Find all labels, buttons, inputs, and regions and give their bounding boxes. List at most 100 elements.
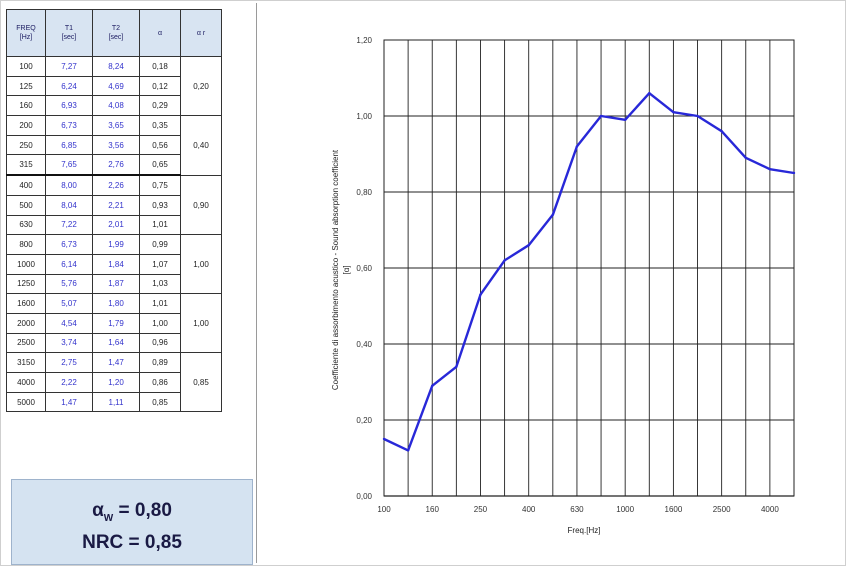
y-tick-label: 1,00 <box>356 112 372 121</box>
table-row: 1600 5,07 1,80 1,01 <box>6 293 222 314</box>
table-row: 5000 1,47 1,11 0,85 <box>6 391 222 413</box>
cell-t2: 1,84 <box>92 253 140 275</box>
header-octave-label: α r <box>196 29 206 37</box>
cell-frequency: 500 <box>6 194 46 216</box>
data-point <box>479 293 482 296</box>
header-alpha: α <box>139 9 181 57</box>
cell-t1: 6,14 <box>45 253 93 275</box>
y-tick-label: 1,20 <box>356 36 372 45</box>
cell-alpha: 0,86 <box>139 372 181 393</box>
data-point <box>768 168 772 171</box>
cell-t2: 4,08 <box>92 95 140 117</box>
y-axis-title: Coefficiente di assorbimento acustico - … <box>331 149 340 390</box>
data-point <box>551 213 555 216</box>
cell-frequency: 100 <box>6 56 46 77</box>
table-row: 250 6,85 3,56 0,56 0,40 <box>6 134 222 156</box>
cell-octave-alpha <box>180 293 222 314</box>
cell-alpha: 1,03 <box>139 273 181 295</box>
table-header-row: FREQ [Hz] T1 [sec] T2 [sec] α α r <box>6 9 222 57</box>
data-point <box>744 156 747 159</box>
cell-t1: 6,85 <box>45 134 93 156</box>
cell-frequency: 250 <box>6 134 46 156</box>
cell-t1: 1,47 <box>45 391 93 413</box>
cell-t2: 1,47 <box>92 352 140 373</box>
nrc-value: NRC = 0,85 <box>82 532 182 553</box>
table-row: 500 8,04 2,21 0,93 0,90 <box>6 194 222 216</box>
cell-alpha: 1,07 <box>139 253 181 275</box>
chart-series <box>382 91 796 452</box>
cell-t2: 2,01 <box>92 214 140 236</box>
alpha-w-number: = 0,80 <box>113 500 172 521</box>
chart-grid <box>383 39 795 497</box>
cell-t2: 2,26 <box>92 174 140 196</box>
cell-octave-alpha <box>180 154 222 176</box>
cell-frequency: 5000 <box>6 391 46 413</box>
x-tick-label: 4000 <box>761 505 779 514</box>
cell-frequency: 2000 <box>6 312 46 334</box>
data-point <box>455 365 458 368</box>
y-tick-label: 0,80 <box>356 188 372 197</box>
series-line <box>383 91 795 452</box>
cell-t1: 3,74 <box>45 332 93 354</box>
header-octave: α r <box>180 9 222 57</box>
table-row: 400 8,00 2,26 0,75 <box>6 174 222 196</box>
cell-t2: 1,11 <box>92 391 140 413</box>
x-tick-label: 160 <box>426 505 440 514</box>
alpha-w-subscript: W <box>103 512 114 524</box>
header-t2: T2 [sec] <box>92 9 140 57</box>
cell-alpha: 1,01 <box>139 214 181 236</box>
cell-alpha: 0,96 <box>139 332 181 354</box>
x-tick-label: 2500 <box>713 505 731 514</box>
data-point <box>382 437 386 441</box>
table-row: 3150 2,75 1,47 0,89 <box>6 352 222 373</box>
x-tick-label: 100 <box>377 505 391 514</box>
cell-alpha: 0,93 <box>139 194 181 216</box>
table-row: 2000 4,54 1,79 1,00 1,00 <box>6 312 222 334</box>
cell-octave-alpha: 0,20 <box>180 76 222 96</box>
x-axis-title: Freq.[Hz] <box>568 526 601 535</box>
cell-t1: 6,73 <box>45 115 93 136</box>
y-tick-label: 0,20 <box>356 416 372 425</box>
cell-frequency: 1250 <box>6 273 46 295</box>
table-row: 200 6,73 3,65 0,35 <box>6 115 222 136</box>
cell-alpha: 0,29 <box>139 95 181 117</box>
cell-t1: 8,04 <box>45 194 93 216</box>
table-row: 2500 3,74 1,64 0,96 <box>6 332 222 354</box>
x-tick-label: 1600 <box>665 505 683 514</box>
data-point <box>623 118 627 122</box>
cell-octave-alpha <box>180 352 222 373</box>
y-tick-label: 0,60 <box>356 264 372 273</box>
cell-alpha: 0,65 <box>139 154 181 176</box>
table-row: 125 6,24 4,69 0,12 0,20 <box>6 75 222 97</box>
table-row: 100 7,27 8,24 0,18 <box>6 56 222 77</box>
cell-alpha: 1,00 <box>139 312 181 334</box>
cell-t1: 6,73 <box>45 234 93 255</box>
cell-octave-alpha <box>180 234 222 255</box>
cell-alpha: 0,12 <box>139 75 181 97</box>
cell-octave-alpha <box>180 392 222 413</box>
cell-frequency: 400 <box>6 174 46 196</box>
table-row: 4000 2,22 1,20 0,86 0,85 <box>6 372 222 393</box>
cell-octave-alpha: 1,00 <box>180 254 222 275</box>
cell-octave-alpha <box>180 115 222 136</box>
x-tick-label: 630 <box>570 505 584 514</box>
cell-t2: 3,56 <box>92 134 140 156</box>
cell-t1: 5,07 <box>45 293 93 314</box>
table-row: 800 6,73 1,99 0,99 <box>6 234 222 255</box>
cell-frequency: 200 <box>6 115 46 136</box>
cell-t2: 4,69 <box>92 75 140 97</box>
cell-octave-alpha: 0,90 <box>180 195 222 215</box>
cell-alpha: 1,01 <box>139 293 181 314</box>
cell-frequency: 4000 <box>6 372 46 393</box>
cell-t2: 2,76 <box>92 154 140 176</box>
data-point <box>406 449 410 452</box>
x-tick-label: 250 <box>474 505 488 514</box>
data-point <box>503 259 506 262</box>
cell-octave-alpha <box>180 56 222 77</box>
cell-frequency: 630 <box>6 214 46 236</box>
cell-frequency: 1600 <box>6 293 46 314</box>
plot-area-border <box>383 39 795 497</box>
table-row: 315 7,65 2,76 0,65 <box>6 154 222 176</box>
table-row: 1000 6,14 1,84 1,07 1,00 <box>6 253 222 275</box>
x-tick-label: 1000 <box>616 505 634 514</box>
